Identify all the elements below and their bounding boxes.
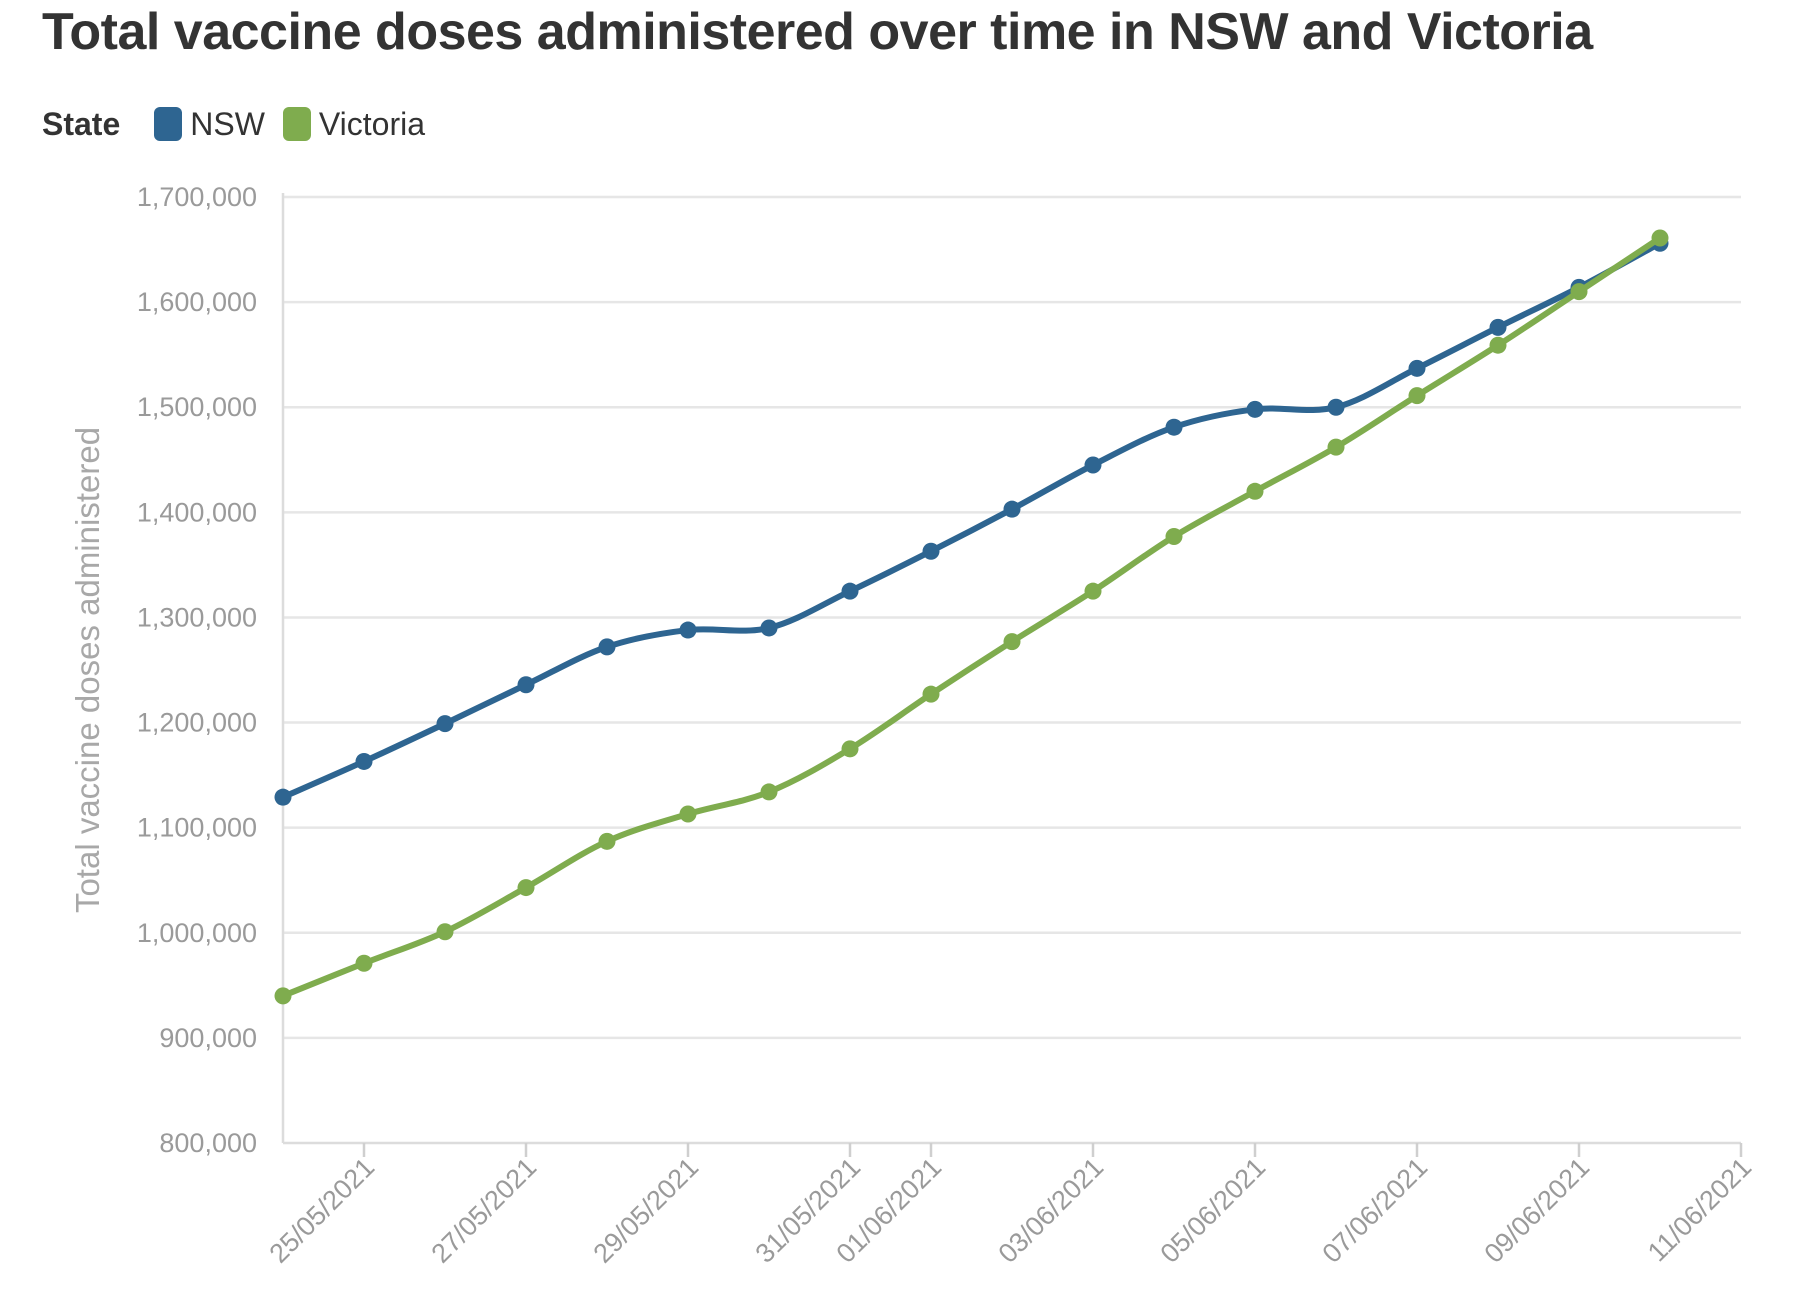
y-tick-label: 1,000,000	[137, 918, 257, 948]
y-tick-label: 1,600,000	[137, 287, 257, 317]
data-point-nsw	[598, 638, 616, 656]
legend-label-nsw: NSW	[190, 105, 265, 142]
y-tick-label: 1,500,000	[137, 392, 257, 422]
series-nsw	[274, 234, 1669, 806]
x-tick-label: 29/05/2021	[587, 1152, 704, 1269]
axes	[281, 193, 1741, 1145]
x-tick-label: 05/06/2021	[1154, 1152, 1271, 1269]
data-point-nsw	[1489, 318, 1507, 336]
y-tick-label: 800,000	[159, 1128, 257, 1158]
legend: State NSW Victoria	[42, 100, 443, 148]
y-tick-label: 1,100,000	[137, 813, 257, 843]
x-tick-label: 03/06/2021	[992, 1152, 1109, 1269]
data-point-victoria	[1165, 528, 1183, 546]
data-point-victoria	[436, 923, 454, 941]
data-point-nsw	[274, 788, 292, 806]
legend-swatch-nsw	[154, 107, 183, 141]
series-victoria	[274, 229, 1669, 1005]
data-point-victoria	[1084, 582, 1102, 600]
data-point-victoria	[598, 832, 616, 850]
x-axis-ticks: 25/05/2021 27/05/2021 29/05/2021 31/05/2021…	[263, 1143, 1757, 1269]
x-tick-label: 09/06/2021	[1478, 1152, 1595, 1269]
data-point-nsw	[1327, 398, 1345, 416]
x-tick-label: 07/06/2021	[1316, 1152, 1433, 1269]
chart-title: Total vaccine doses administered over ti…	[42, 3, 1593, 61]
data-point-nsw	[355, 752, 373, 770]
data-point-nsw	[1246, 400, 1264, 418]
legend-item-nsw[interactable]: NSW	[154, 106, 265, 143]
data-point-nsw	[436, 715, 454, 733]
y-tick-label: 1,700,000	[137, 182, 257, 212]
legend-swatch-victoria	[282, 107, 311, 141]
data-point-victoria	[274, 987, 292, 1005]
series-line-victoria	[280, 234, 1663, 999]
data-point-victoria	[1408, 387, 1426, 405]
legend-item-victoria[interactable]: Victoria	[282, 105, 426, 143]
y-tick-label: 1,300,000	[137, 602, 257, 632]
data-point-nsw	[760, 619, 778, 637]
y-tick-label: 900,000	[159, 1023, 257, 1053]
data-point-nsw	[922, 542, 940, 560]
y-axis-ticks: 800,000 900,000 1,000,000 1,100,000 1,200,00…	[137, 182, 257, 1158]
data-point-victoria	[679, 805, 697, 823]
data-point-nsw	[841, 582, 859, 600]
data-point-nsw	[1003, 500, 1021, 518]
data-point-victoria	[841, 740, 859, 758]
x-tick-label: 25/05/2021	[263, 1152, 380, 1269]
data-point-victoria	[1246, 482, 1264, 500]
legend-title: State	[42, 105, 121, 142]
legend-label-victoria: Victoria	[318, 105, 426, 142]
data-point-victoria	[355, 954, 373, 972]
data-point-victoria	[1570, 283, 1588, 301]
y-tick-label: 1,400,000	[137, 497, 257, 527]
x-tick-label: 11/06/2021	[1642, 1152, 1757, 1267]
data-point-victoria	[1651, 229, 1669, 247]
gridlines	[283, 195, 1741, 1040]
series-line-nsw	[280, 240, 1663, 801]
data-point-victoria	[517, 879, 535, 897]
data-point-nsw	[1084, 456, 1102, 474]
y-axis-title: Total vaccine doses administered	[69, 427, 106, 913]
y-tick-label: 1,200,000	[137, 708, 257, 738]
data-point-victoria	[1327, 438, 1345, 456]
data-point-nsw	[1165, 418, 1183, 436]
data-point-victoria	[1489, 336, 1507, 354]
data-point-victoria	[760, 783, 778, 801]
series	[274, 229, 1669, 1005]
data-point-nsw	[679, 621, 697, 639]
x-tick-label: 27/05/2021	[425, 1152, 542, 1269]
data-point-nsw	[1408, 359, 1426, 377]
data-point-victoria	[922, 685, 940, 703]
data-point-victoria	[1003, 633, 1021, 651]
data-point-nsw	[517, 676, 535, 694]
